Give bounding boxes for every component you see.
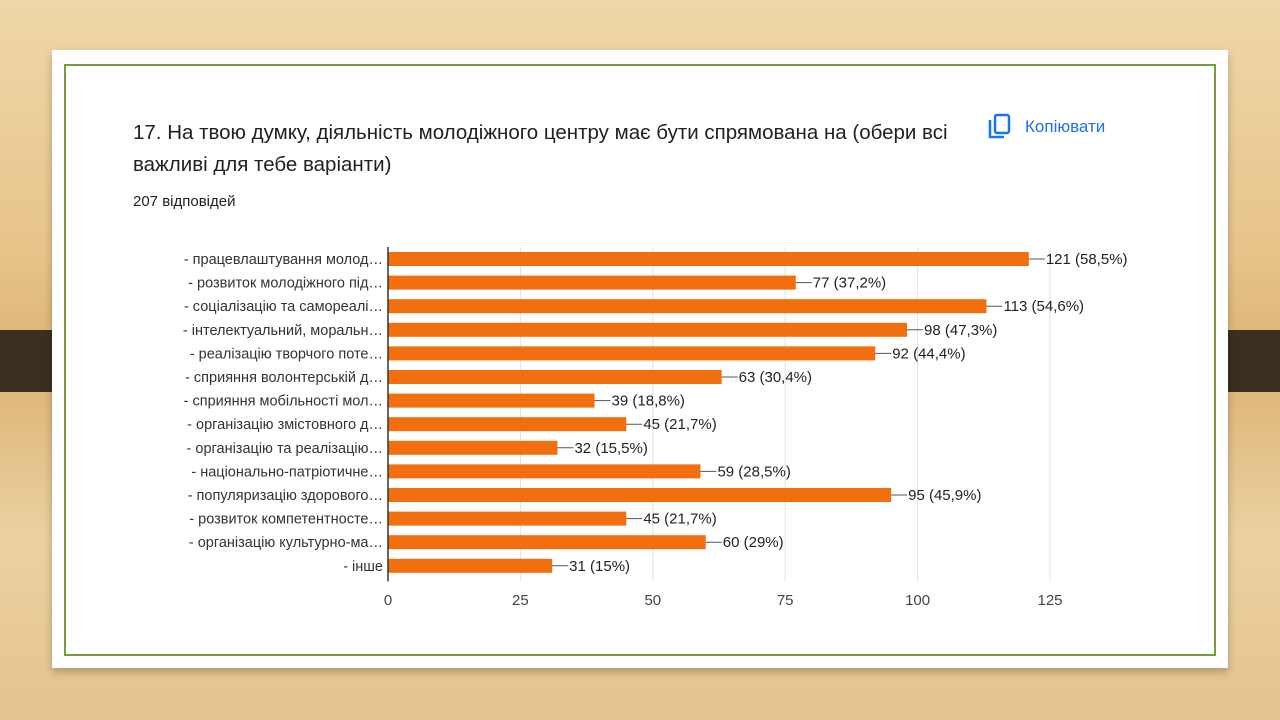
category-label: - розвиток компетентносте… xyxy=(189,512,383,528)
x-tick-label: 50 xyxy=(644,592,661,609)
data-label: 121 (58,5%) xyxy=(1046,251,1128,268)
chart-card: 17. На твою думку, діяльність молодіжног… xyxy=(113,105,1160,628)
bar[interactable] xyxy=(388,440,558,455)
data-label: 59 (28,5%) xyxy=(717,463,790,480)
bar[interactable] xyxy=(388,322,908,337)
data-label: 60 (29%) xyxy=(723,534,784,551)
data-label: 31 (15%) xyxy=(569,558,630,575)
data-label: 92 (44,4%) xyxy=(892,345,965,362)
question-title: 17. На твою думку, діяльність молодіжног… xyxy=(133,121,948,176)
category-label: - організацію змістовного д… xyxy=(187,417,383,433)
data-label: 32 (15,5%) xyxy=(574,440,647,457)
x-tick-label: 75 xyxy=(777,592,794,609)
data-label: 95 (45,9%) xyxy=(908,487,981,504)
bar[interactable] xyxy=(388,346,876,361)
category-label: - організацію культурно-ма… xyxy=(189,535,383,551)
data-label: 63 (30,4%) xyxy=(739,369,812,386)
category-label: - популяризацію здорового… xyxy=(188,488,383,504)
copy-label: Копіювати xyxy=(1025,117,1106,136)
bar[interactable] xyxy=(388,299,987,314)
data-label: 113 (54,6%) xyxy=(1003,298,1084,315)
category-label: - сприяння мобільності мол… xyxy=(184,394,383,410)
bar[interactable] xyxy=(388,511,627,526)
category-label: - інтелектуальний, моральн… xyxy=(183,323,383,339)
data-label: 98 (47,3%) xyxy=(924,322,997,339)
bar[interactable] xyxy=(388,275,796,290)
bar[interactable] xyxy=(388,417,627,432)
bar-chart: 0 25 50 75 100 125 - працевлаштування молод… 12… xyxy=(183,247,1128,609)
bar[interactable] xyxy=(388,370,722,384)
bar[interactable] xyxy=(388,535,706,550)
bar[interactable] xyxy=(388,393,595,408)
response-count: 207 відповідей xyxy=(133,193,236,210)
x-tick-label: 25 xyxy=(512,592,529,609)
bar[interactable] xyxy=(388,252,1029,266)
data-label: 45 (21,7%) xyxy=(643,416,716,433)
data-label: 77 (37,2%) xyxy=(813,275,886,292)
x-tick-label: 125 xyxy=(1037,592,1062,609)
data-label: 45 (21,7%) xyxy=(643,511,716,528)
category-label: - організацію та реалізацію… xyxy=(187,441,383,457)
category-label: - інше xyxy=(343,559,383,575)
x-tick-label: 100 xyxy=(905,592,930,609)
category-label: - розвиток молодіжного під… xyxy=(188,276,383,292)
data-label: 39 (18,8%) xyxy=(612,393,685,410)
category-label: - реалізацію творчого поте… xyxy=(190,346,383,362)
category-label: - національно-патріотичне… xyxy=(191,464,383,480)
bar[interactable] xyxy=(388,558,553,573)
category-label: - соціалізацію та самореалі… xyxy=(184,299,383,315)
bar[interactable] xyxy=(388,488,892,502)
bar[interactable] xyxy=(388,464,701,479)
category-label: - працевлаштування молод… xyxy=(184,252,383,268)
slide-frame xyxy=(64,64,1216,656)
copy-icon xyxy=(988,113,1011,139)
category-label: - сприяння волонтерській д… xyxy=(185,370,383,386)
copy-button[interactable]: Копіювати xyxy=(987,113,1105,141)
x-tick-label: 0 xyxy=(384,592,392,609)
